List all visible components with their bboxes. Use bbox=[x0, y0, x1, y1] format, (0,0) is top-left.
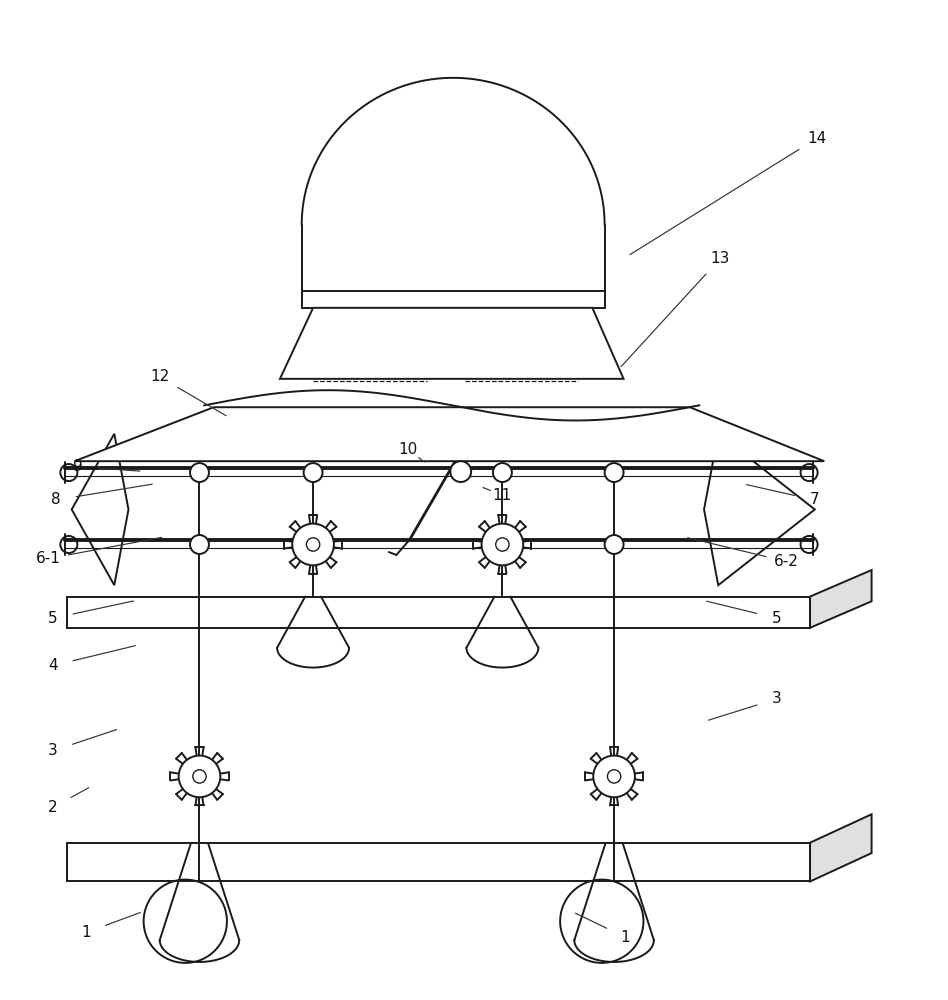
Polygon shape bbox=[67, 597, 810, 628]
Polygon shape bbox=[280, 308, 624, 379]
Text: 11: 11 bbox=[493, 488, 512, 503]
Polygon shape bbox=[75, 407, 824, 461]
Circle shape bbox=[605, 463, 624, 482]
Polygon shape bbox=[704, 434, 814, 585]
Text: 5: 5 bbox=[48, 611, 58, 626]
Circle shape bbox=[593, 756, 635, 797]
Text: 2: 2 bbox=[48, 800, 58, 815]
Circle shape bbox=[303, 463, 322, 482]
Circle shape bbox=[292, 524, 334, 565]
Polygon shape bbox=[810, 814, 871, 881]
Text: 13: 13 bbox=[710, 251, 730, 266]
Circle shape bbox=[190, 463, 209, 482]
Polygon shape bbox=[72, 434, 129, 585]
Polygon shape bbox=[67, 843, 810, 881]
Circle shape bbox=[178, 756, 220, 797]
Circle shape bbox=[608, 770, 621, 783]
Text: 7: 7 bbox=[810, 492, 820, 508]
Text: 8: 8 bbox=[51, 492, 61, 508]
Circle shape bbox=[190, 535, 209, 554]
Text: 5: 5 bbox=[772, 611, 782, 626]
Circle shape bbox=[482, 524, 523, 565]
Text: 1: 1 bbox=[621, 930, 630, 945]
Text: 6-2: 6-2 bbox=[774, 554, 799, 569]
Text: 12: 12 bbox=[150, 369, 170, 384]
Polygon shape bbox=[810, 570, 871, 628]
Circle shape bbox=[192, 770, 206, 783]
Text: 14: 14 bbox=[807, 131, 827, 146]
Text: 3: 3 bbox=[772, 691, 782, 706]
Text: 3: 3 bbox=[48, 743, 58, 758]
Circle shape bbox=[303, 535, 322, 554]
Circle shape bbox=[450, 461, 471, 482]
Circle shape bbox=[605, 535, 624, 554]
Circle shape bbox=[306, 538, 319, 551]
Text: 4: 4 bbox=[48, 658, 58, 673]
Text: 10: 10 bbox=[398, 442, 417, 457]
Text: 9: 9 bbox=[73, 459, 83, 474]
Text: 6-1: 6-1 bbox=[36, 551, 61, 566]
Text: 1: 1 bbox=[82, 925, 91, 940]
Circle shape bbox=[493, 535, 512, 554]
Circle shape bbox=[493, 463, 512, 482]
Circle shape bbox=[496, 538, 509, 551]
